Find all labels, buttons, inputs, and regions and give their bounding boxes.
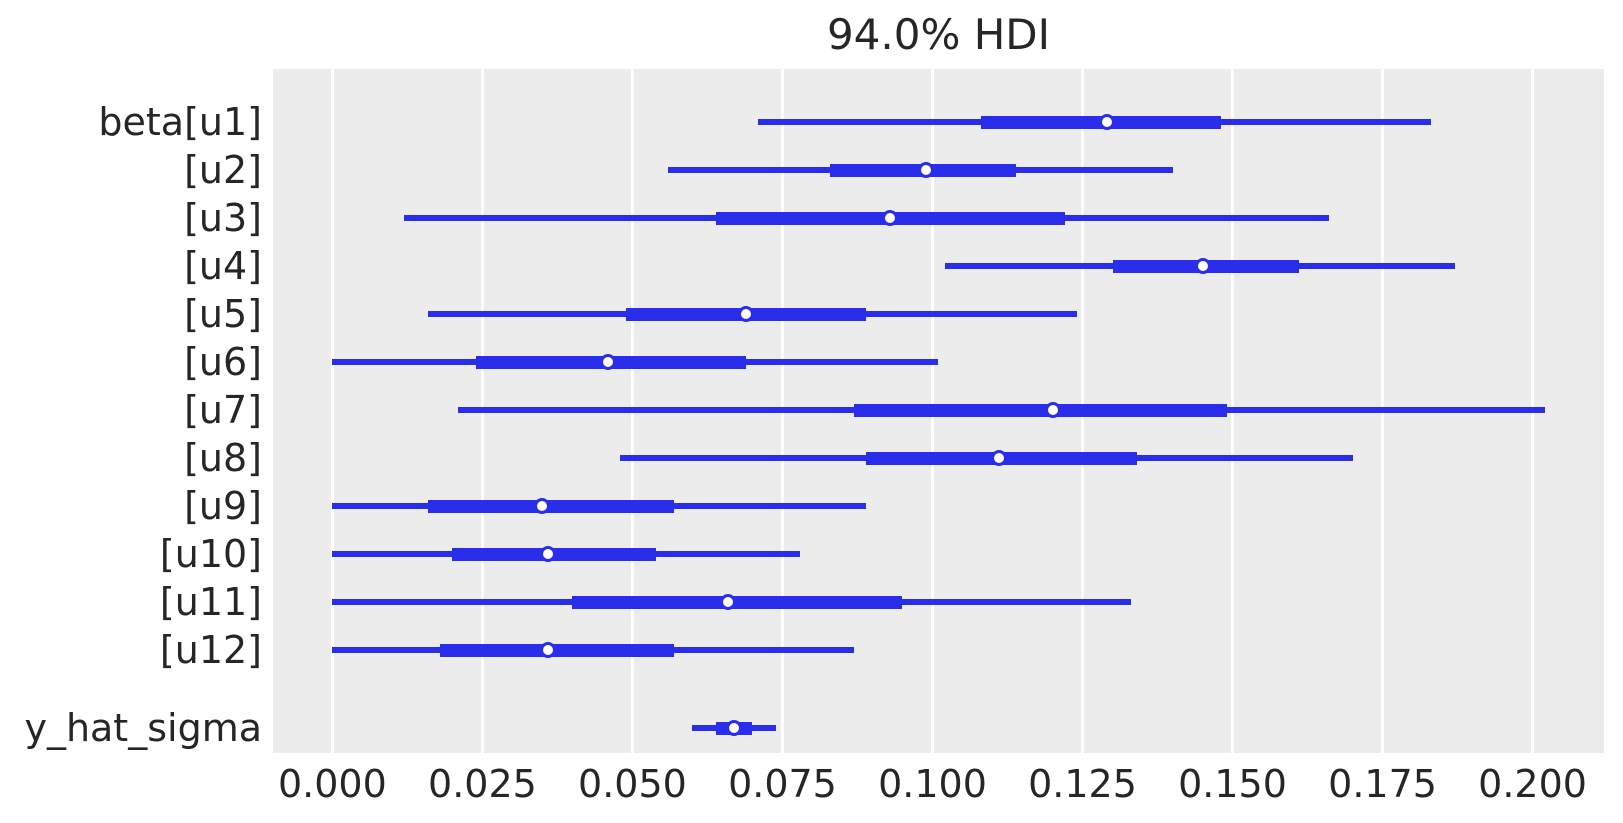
point-estimate-marker xyxy=(1194,258,1211,274)
quartile-interval-line xyxy=(854,403,1227,417)
y-tick-label: [u10] xyxy=(159,532,262,576)
x-tick-label: 0.025 xyxy=(428,762,537,806)
plot-panel xyxy=(273,69,1604,753)
point-estimate-marker xyxy=(1044,402,1061,418)
quartile-interval-line xyxy=(428,499,675,513)
point-estimate-marker xyxy=(990,450,1007,466)
y-tick-label: [u5] xyxy=(184,292,262,336)
point-estimate-marker xyxy=(918,162,935,178)
y-tick-label: [u12] xyxy=(159,628,262,672)
point-estimate-marker xyxy=(720,594,737,610)
point-estimate-marker xyxy=(1098,114,1115,130)
point-estimate-marker xyxy=(726,720,743,736)
x-tick-label: 0.000 xyxy=(278,762,387,806)
gridline-x-0.000 xyxy=(330,69,334,753)
x-tick-label: 0.125 xyxy=(1028,762,1137,806)
y-tick-label: [u3] xyxy=(184,196,262,240)
point-estimate-marker xyxy=(600,354,617,370)
x-tick-label: 0.075 xyxy=(728,762,837,806)
x-tick-label: 0.150 xyxy=(1178,762,1287,806)
y-tick-label: [u2] xyxy=(184,148,262,192)
y-tick-label: beta[u1] xyxy=(98,100,262,144)
point-estimate-marker xyxy=(882,210,899,226)
y-tick-label: [u6] xyxy=(184,340,262,384)
point-estimate-marker xyxy=(534,498,551,514)
x-tick-label: 0.050 xyxy=(578,762,687,806)
y-tick-label: [u4] xyxy=(184,244,262,288)
quartile-interval-line xyxy=(440,643,675,657)
point-estimate-marker xyxy=(738,306,755,322)
x-tick-label: 0.200 xyxy=(1478,762,1587,806)
y-tick-label: [u11] xyxy=(159,580,262,624)
plot-title: 94.0% HDI xyxy=(826,10,1051,59)
point-estimate-marker xyxy=(540,546,557,562)
y-tick-label: [u9] xyxy=(184,484,262,528)
quartile-interval-line xyxy=(572,595,903,609)
y-tick-label: [u8] xyxy=(184,436,262,480)
y-tick-label: y_hat_sigma xyxy=(24,706,262,750)
point-estimate-marker xyxy=(540,642,557,658)
x-tick-label: 0.175 xyxy=(1328,762,1437,806)
y-tick-label: [u7] xyxy=(184,388,262,432)
x-tick-label: 0.100 xyxy=(878,762,987,806)
